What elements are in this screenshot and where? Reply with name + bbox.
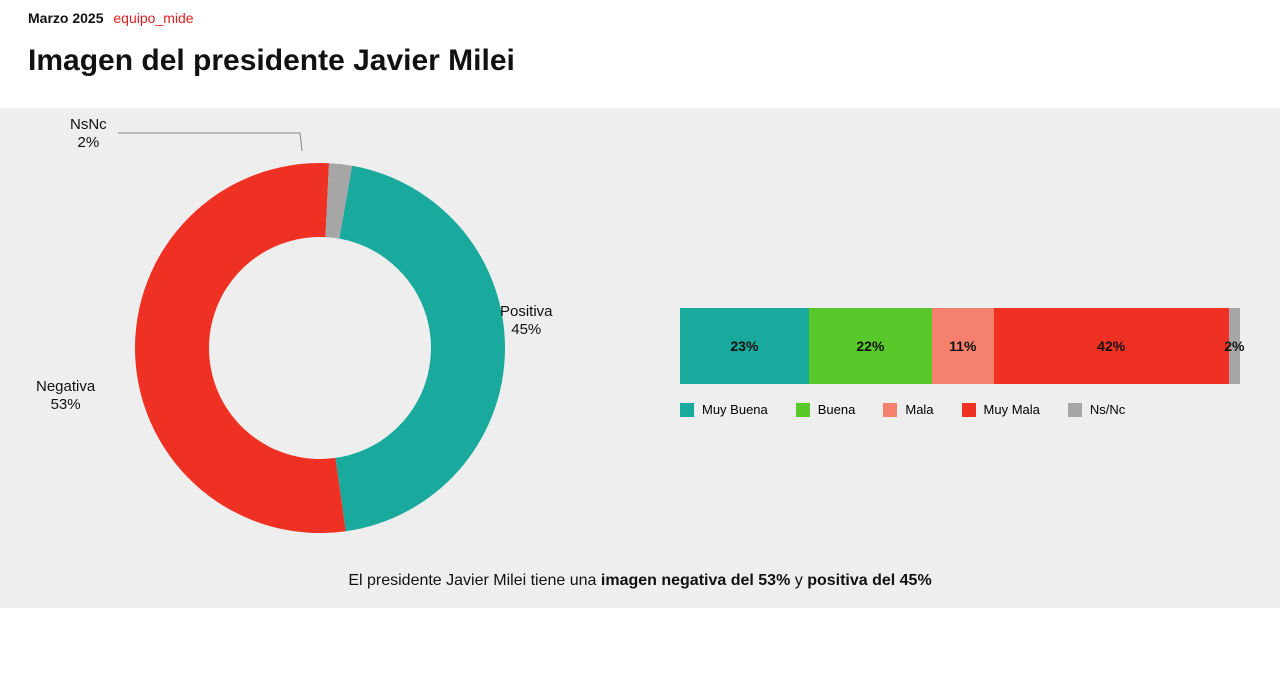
stacked-seg-buena: 22%: [809, 308, 932, 384]
legend-label-muy_mala: Muy Mala: [984, 402, 1040, 417]
stacked-seg-nsnc: 2%: [1229, 308, 1240, 384]
legend-item-buena: Buena: [796, 402, 856, 417]
stacked-seg-mala: 11%: [932, 308, 994, 384]
legend-label-muy_buena: Muy Buena: [702, 402, 768, 417]
donut-label-nsnc: NsNc 2%: [70, 116, 107, 152]
donut-label-negativa-name: Negativa: [36, 378, 95, 396]
donut-label-positiva-name: Positiva: [500, 303, 553, 321]
donut-label-positiva-pct: 45%: [500, 321, 553, 339]
donut-label-negativa-pct: 53%: [36, 396, 95, 414]
date-row: Marzo 2025 equipo_mide: [28, 10, 1252, 26]
stacked-bar-chart: 23%22%11%42%2% Muy Buena Buena Mala Muy Mal…: [680, 308, 1240, 417]
chart-area: Positiva 45% Negativa 53% NsNc 2% 23%22%…: [0, 108, 1280, 608]
caption-prefix: El presidente Javier Milei tiene una: [348, 572, 601, 589]
donut-slice-positiva: [335, 166, 505, 531]
donut-slice-negativa: [135, 163, 346, 533]
legend-item-muy_buena: Muy Buena: [680, 402, 768, 417]
legend-item-muy_mala: Muy Mala: [962, 402, 1040, 417]
legend-label-buena: Buena: [818, 402, 856, 417]
caption: El presidente Javier Milei tiene una ima…: [0, 572, 1280, 590]
legend-swatch-nsnc: [1068, 403, 1082, 417]
legend-label-nsnc: Ns/Nc: [1090, 402, 1125, 417]
legend-swatch-mala: [883, 403, 897, 417]
legend-label-mala: Mala: [905, 402, 933, 417]
donut-svg: [120, 133, 520, 533]
brand-label: equipo_mide: [113, 10, 193, 26]
header: Marzo 2025 equipo_mide Imagen del presid…: [0, 0, 1280, 78]
legend: Muy Buena Buena Mala Muy Mala Ns/Nc: [680, 402, 1240, 417]
donut-label-nsnc-pct: 2%: [70, 134, 107, 152]
donut-label-negativa: Negativa 53%: [36, 378, 95, 414]
legend-item-nsnc: Ns/Nc: [1068, 402, 1125, 417]
donut-chart: [120, 133, 520, 533]
stacked-seg-muy_mala: 42%: [994, 308, 1229, 384]
donut-label-positiva: Positiva 45%: [500, 303, 553, 339]
report-date: Marzo 2025: [28, 10, 103, 26]
donut-label-nsnc-name: NsNc: [70, 116, 107, 134]
legend-item-mala: Mala: [883, 402, 933, 417]
caption-bold1: imagen negativa del 53%: [601, 572, 790, 589]
legend-swatch-buena: [796, 403, 810, 417]
caption-bold2: positiva del 45%: [807, 572, 932, 589]
page-title: Imagen del presidente Javier Milei: [28, 44, 1252, 78]
stacked-seg-muy_buena: 23%: [680, 308, 809, 384]
legend-swatch-muy_buena: [680, 403, 694, 417]
stacked-bar: 23%22%11%42%2%: [680, 308, 1240, 384]
legend-swatch-muy_mala: [962, 403, 976, 417]
caption-mid: y: [790, 572, 807, 589]
